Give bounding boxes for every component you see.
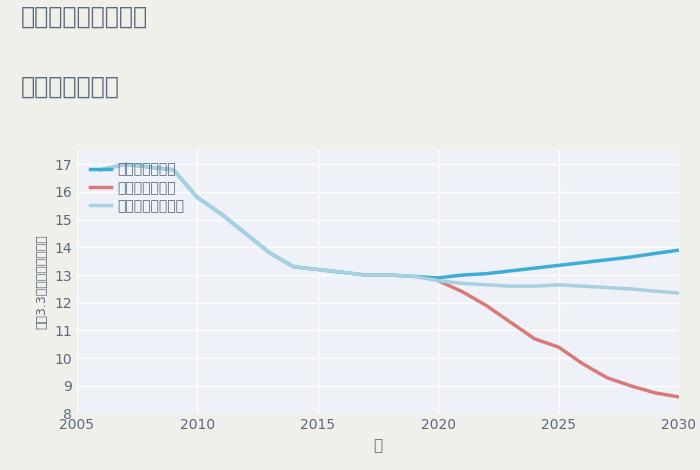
ノーマルシナリオ [531,283,539,289]
ノーマルシナリオ [410,274,419,279]
ノーマルシナリオ [434,278,442,283]
グッドシナリオ [434,275,442,281]
バッドシナリオ [458,289,466,295]
ノーマルシナリオ [386,272,394,278]
グッドシナリオ [578,260,587,266]
ノーマルシナリオ [362,272,370,278]
グッドシナリオ [410,274,419,279]
ノーマルシナリオ [193,195,202,200]
グッドシナリオ [121,161,130,167]
バッドシナリオ [482,303,491,308]
グッドシナリオ [362,272,370,278]
ノーマルシナリオ [458,281,466,286]
ノーマルシナリオ [265,250,274,256]
ノーマルシナリオ [314,266,322,272]
Text: 三重県津市中村町の: 三重県津市中村町の [21,5,148,29]
グッドシナリオ [603,257,611,263]
バッドシナリオ [578,361,587,367]
グッドシナリオ [651,251,659,256]
グッドシナリオ [386,272,394,278]
グッドシナリオ [290,264,298,270]
ノーマルシナリオ [145,164,153,170]
ノーマルシナリオ [506,283,514,289]
グッドシナリオ [458,272,466,278]
ノーマルシナリオ [626,286,635,292]
ノーマルシナリオ [121,161,130,167]
X-axis label: 年: 年 [373,438,383,453]
Legend: グッドシナリオ, バッドシナリオ, ノーマルシナリオ: グッドシナリオ, バッドシナリオ, ノーマルシナリオ [90,163,185,213]
グッドシナリオ [145,164,153,170]
バッドシナリオ [603,375,611,380]
グッドシナリオ [265,250,274,256]
ノーマルシナリオ [651,288,659,294]
グッドシナリオ [217,212,225,217]
バッドシナリオ [434,278,442,283]
グッドシナリオ [506,268,514,274]
ノーマルシナリオ [603,285,611,290]
Line: バッドシナリオ: バッドシナリオ [438,281,679,397]
バッドシナリオ [506,319,514,325]
ノーマルシナリオ [169,167,178,172]
グッドシナリオ [626,254,635,260]
グッドシナリオ [97,167,105,172]
Y-axis label: 平（3.3㎡）単価（万円）: 平（3.3㎡）単価（万円） [36,235,49,329]
Text: 土地の価格推移: 土地の価格推移 [21,75,120,99]
バッドシナリオ [651,390,659,396]
ノーマルシナリオ [337,269,346,275]
グッドシナリオ [169,167,178,172]
Line: ノーマルシナリオ: ノーマルシナリオ [101,164,679,293]
ノーマルシナリオ [241,231,250,236]
グッドシナリオ [337,269,346,275]
ノーマルシナリオ [97,167,105,172]
バッドシナリオ [554,345,563,350]
ノーマルシナリオ [290,264,298,270]
グッドシナリオ [193,195,202,200]
Line: グッドシナリオ: グッドシナリオ [101,164,679,278]
バッドシナリオ [675,394,683,400]
ノーマルシナリオ [217,212,225,217]
グッドシナリオ [241,231,250,236]
ノーマルシナリオ [675,290,683,296]
グッドシナリオ [314,266,322,272]
ノーマルシナリオ [482,282,491,288]
バッドシナリオ [626,383,635,389]
グッドシナリオ [554,263,563,268]
グッドシナリオ [675,247,683,253]
バッドシナリオ [531,336,539,342]
ノーマルシナリオ [578,283,587,289]
グッドシナリオ [531,266,539,271]
グッドシナリオ [482,271,491,276]
ノーマルシナリオ [554,282,563,288]
